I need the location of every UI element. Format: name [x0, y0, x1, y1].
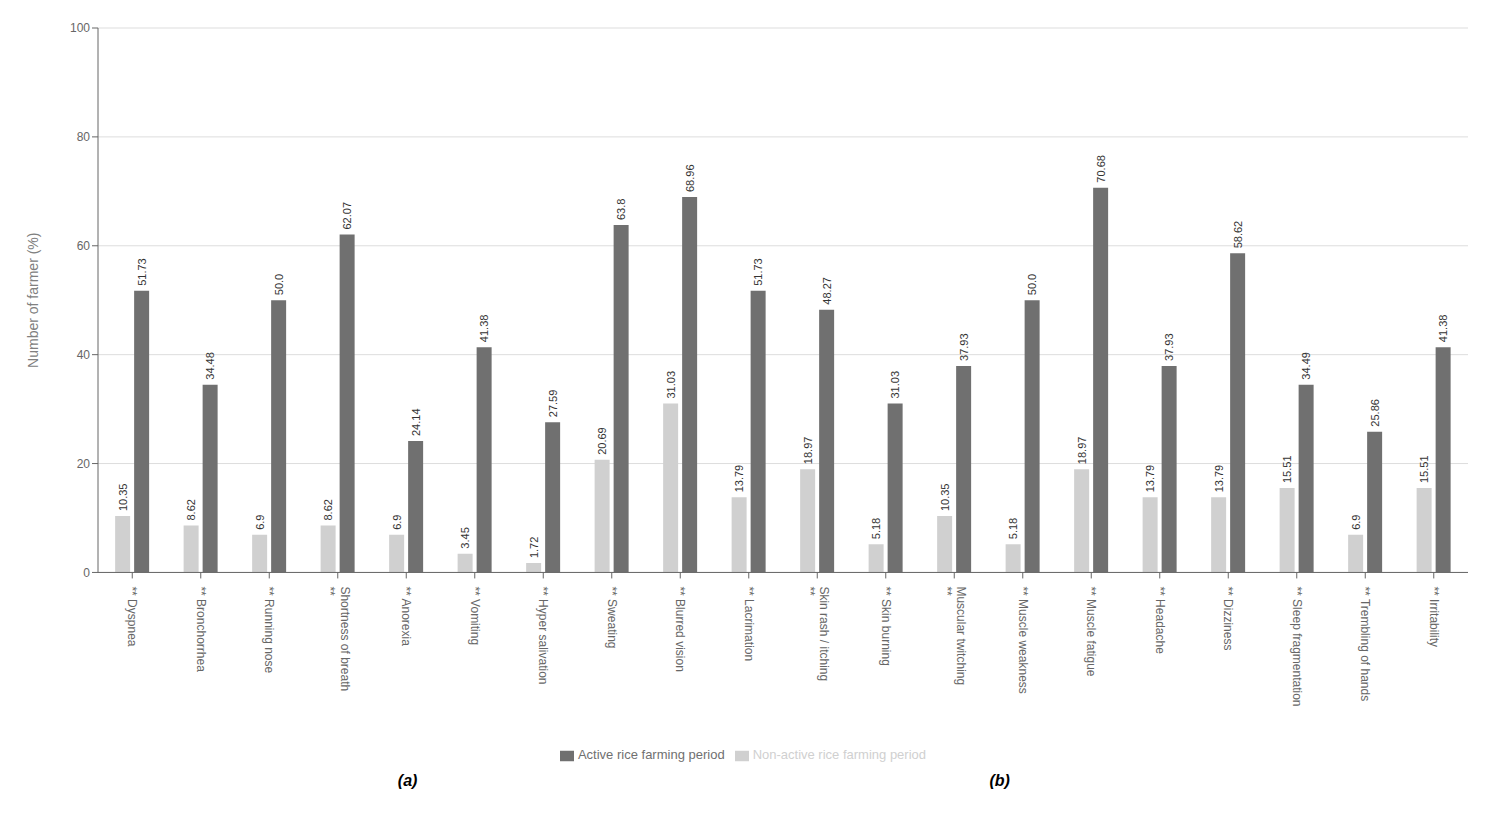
html-text:(a): (a): [397, 772, 418, 789]
svg-text:** Hyper salivation: ** Hyper salivation: [536, 586, 550, 684]
svg-text:** Dyspnea: ** Dyspnea: [125, 586, 139, 646]
svg-text:80: 80: [77, 130, 91, 144]
svg-text:1.72: 1.72: [528, 537, 540, 558]
svg-text:20: 20: [77, 457, 91, 471]
svg-text:** Skin burning: ** Skin burning: [879, 586, 893, 665]
svg-text:18.97: 18.97: [1076, 437, 1088, 465]
svg-text:70.68: 70.68: [1095, 155, 1107, 183]
svg-text:** Sweating: ** Sweating: [605, 586, 619, 648]
svg-text:Number of farmer (%): Number of farmer (%): [25, 233, 41, 368]
svg-text:Skin rash / itching**: Skin rash / itching**: [803, 586, 831, 681]
svg-text:51.73: 51.73: [136, 258, 148, 286]
svg-text:100: 100: [70, 21, 90, 35]
svg-text:20.69: 20.69: [596, 427, 608, 455]
svg-text:6.9: 6.9: [1350, 515, 1362, 530]
svg-text:** Headache: ** Headache: [1153, 586, 1167, 654]
svg-text:13.79: 13.79: [1144, 465, 1156, 493]
svg-text:40: 40: [77, 348, 91, 362]
svg-text:31.03: 31.03: [665, 371, 677, 399]
svg-text:24.14: 24.14: [410, 408, 422, 436]
svg-text:** Blurred vision: ** Blurred vision: [673, 586, 687, 671]
html-text:Active rice farming period: Active rice farming period: [578, 747, 725, 763]
svg-text:** Sleep fragmentation: ** Sleep fragmentation: [1290, 586, 1304, 706]
svg-text:8.62: 8.62: [185, 499, 197, 520]
svg-text:6.9: 6.9: [254, 515, 266, 530]
svg-text:13.79: 13.79: [733, 465, 745, 493]
svg-text:5.18: 5.18: [870, 518, 882, 539]
svg-text:15.51: 15.51: [1281, 455, 1293, 483]
svg-text:50.0: 50.0: [273, 274, 285, 295]
svg-text:27.59: 27.59: [547, 390, 559, 418]
svg-text:** Muscle fatigue: ** Muscle fatigue: [1084, 586, 1098, 676]
svg-text:37.93: 37.93: [1163, 333, 1175, 361]
svg-text:6.9: 6.9: [391, 515, 403, 530]
svg-text:** Irritability: ** Irritability: [1427, 586, 1441, 647]
svg-text:60: 60: [77, 239, 91, 253]
svg-text:10.35: 10.35: [117, 484, 129, 512]
svg-text:0: 0: [83, 566, 90, 580]
svg-text:Shortness of breath**: Shortness of breath**: [323, 586, 351, 691]
svg-text:** Trembling of hands: ** Trembling of hands: [1358, 586, 1372, 701]
svg-text:62.07: 62.07: [341, 202, 353, 230]
svg-text:** Anorexia: ** Anorexia: [399, 586, 413, 646]
svg-text:** Running nose: ** Running nose: [262, 586, 276, 673]
svg-text:15.51: 15.51: [1418, 455, 1430, 483]
svg-text:48.27: 48.27: [821, 277, 833, 305]
svg-text:** Lacrimation: ** Lacrimation: [742, 586, 756, 661]
svg-text:Muscular twitching**: Muscular twitching**: [940, 586, 968, 685]
svg-text:68.96: 68.96: [684, 164, 696, 192]
svg-text:5.18: 5.18: [1007, 518, 1019, 539]
svg-text:50.0: 50.0: [1026, 274, 1038, 295]
svg-text:** Dizziness: ** Dizziness: [1221, 586, 1235, 650]
svg-text:34.49: 34.49: [1300, 352, 1312, 380]
svg-text:37.93: 37.93: [958, 333, 970, 361]
svg-text:** Vomiting: ** Vomiting: [468, 586, 482, 645]
svg-text:8.62: 8.62: [322, 499, 334, 520]
svg-text:34.48: 34.48: [204, 352, 216, 380]
svg-text:51.73: 51.73: [752, 258, 764, 286]
svg-text:** Bronchorrhea: ** Bronchorrhea: [194, 586, 208, 672]
svg-text:13.79: 13.79: [1213, 465, 1225, 493]
svg-text:3.45: 3.45: [459, 527, 471, 548]
svg-text:18.97: 18.97: [802, 437, 814, 465]
svg-text:31.03: 31.03: [889, 371, 901, 399]
svg-text:41.38: 41.38: [1437, 315, 1449, 343]
svg-text:63.8: 63.8: [615, 199, 627, 220]
svg-text:** Muscle weakness: ** Muscle weakness: [1016, 586, 1030, 693]
html-text:(b): (b): [989, 772, 1010, 789]
svg-text:58.62: 58.62: [1232, 221, 1244, 249]
svg-text:41.38: 41.38: [478, 315, 490, 343]
html-text:Non-active rice farming period: Non-active rice farming period: [752, 747, 926, 763]
svg-text:10.35: 10.35: [939, 484, 951, 512]
svg-text:25.86: 25.86: [1369, 399, 1381, 427]
